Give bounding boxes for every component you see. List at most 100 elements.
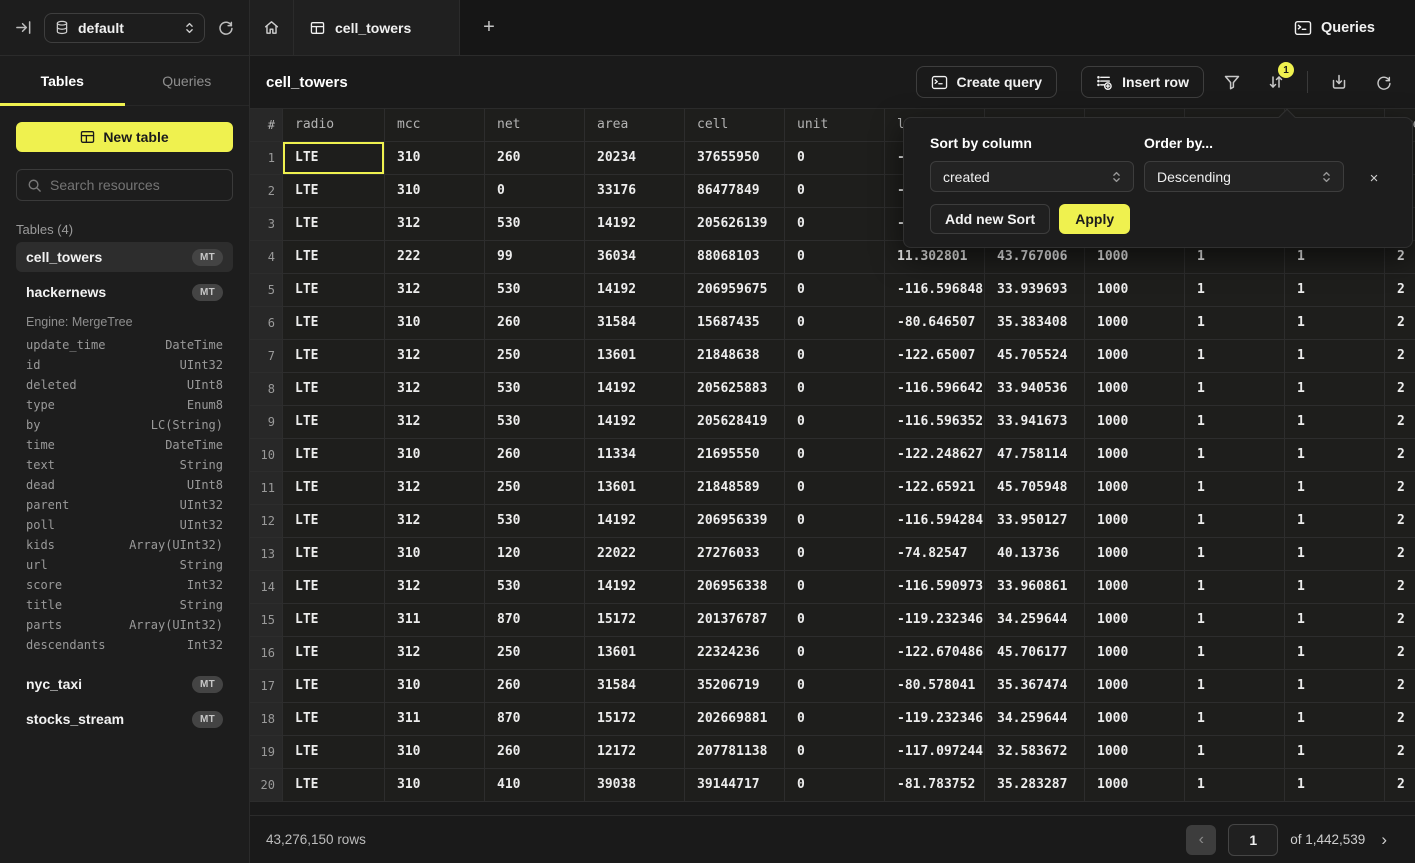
cell[interactable]: 35.367474 [985,670,1085,703]
cell[interactable]: 201376787 [685,604,785,637]
cell[interactable]: 0 [785,703,885,736]
cell[interactable]: LTE [283,175,385,208]
cell[interactable]: 530 [485,208,585,241]
cell[interactable]: 34.259644 [985,604,1085,637]
cell[interactable]: 2 [1385,373,1415,406]
cell[interactable]: 1000 [1085,637,1185,670]
cell[interactable]: 1000 [1085,274,1185,307]
cell[interactable]: 88068103 [685,241,785,274]
cell[interactable]: 33176 [585,175,685,208]
cell[interactable]: 39038 [585,769,685,802]
cell[interactable]: 1 [1285,340,1385,373]
cell[interactable]: 31584 [585,670,685,703]
cell[interactable]: 2 [1385,307,1415,340]
cell[interactable]: 1000 [1085,703,1185,736]
cell[interactable]: 1000 [1085,736,1185,769]
cell[interactable]: 1 [1285,406,1385,439]
cell[interactable]: 410 [485,769,585,802]
cell[interactable]: 45.706177 [985,637,1085,670]
cell[interactable]: 34.259644 [985,703,1085,736]
cell[interactable]: -122.670486 [885,637,985,670]
cell[interactable]: -116.590973 [885,571,985,604]
home-button[interactable] [250,0,294,55]
cell[interactable]: LTE [283,670,385,703]
cell[interactable]: 15687435 [685,307,785,340]
cell[interactable]: 312 [385,274,485,307]
cell[interactable]: LTE [283,769,385,802]
tab-tables[interactable]: Tables [0,56,125,106]
cell[interactable]: 310 [385,142,485,175]
cell[interactable]: 0 [785,307,885,340]
filter-button[interactable] [1216,66,1248,98]
cell[interactable]: 206956338 [685,571,785,604]
cell[interactable]: 1 [1285,703,1385,736]
cell[interactable]: 2 [1385,670,1415,703]
cell[interactable]: 312 [385,340,485,373]
cell[interactable]: 2 [1385,769,1415,802]
cell[interactable]: 1 [1185,769,1285,802]
cell[interactable]: 15172 [585,703,685,736]
refresh-connection-icon[interactable] [217,19,234,36]
cell[interactable]: 1 [1285,472,1385,505]
cell[interactable]: 1 [1185,670,1285,703]
cell[interactable]: 37655950 [685,142,785,175]
cell[interactable]: LTE [283,736,385,769]
cell[interactable]: 530 [485,505,585,538]
cell[interactable]: 47.758114 [985,439,1085,472]
cell[interactable]: 1 [1285,769,1385,802]
cell[interactable]: 0 [785,505,885,538]
cell[interactable]: 21848638 [685,340,785,373]
cell[interactable]: 1 [1285,373,1385,406]
cell[interactable]: LTE [283,604,385,637]
cell[interactable]: 45.705948 [985,472,1085,505]
cell[interactable]: -119.232346 [885,604,985,637]
cell[interactable]: LTE [283,571,385,604]
cell[interactable]: 39144717 [685,769,785,802]
cell[interactable]: 33.939693 [985,274,1085,307]
tab-cell-towers[interactable]: cell_towers [294,0,460,55]
cell[interactable]: 312 [385,208,485,241]
cell[interactable]: -116.596848 [885,274,985,307]
cell[interactable]: 207781138 [685,736,785,769]
cell[interactable]: LTE [283,703,385,736]
cell[interactable]: 310 [385,670,485,703]
column-header-net[interactable]: net [485,109,585,142]
cell[interactable]: 1 [1185,505,1285,538]
cell[interactable]: 250 [485,472,585,505]
cell[interactable]: 1 [1285,736,1385,769]
cell[interactable]: 1000 [1085,340,1185,373]
cell[interactable]: 530 [485,571,585,604]
cell[interactable]: LTE [283,373,385,406]
prev-page-button[interactable]: ‹ [1186,824,1217,855]
cell[interactable]: 312 [385,505,485,538]
column-header-area[interactable]: area [585,109,685,142]
cell[interactable]: 312 [385,637,485,670]
cell[interactable]: 2 [1385,340,1415,373]
remove-sort-button[interactable]: × [1369,169,1379,187]
cell[interactable]: 530 [485,274,585,307]
queries-link[interactable]: Queries [1294,20,1375,36]
cell[interactable]: 312 [385,571,485,604]
column-header-unit[interactable]: unit [785,109,885,142]
cell[interactable]: -122.65921 [885,472,985,505]
sort-button[interactable]: 1 [1260,62,1294,98]
cell[interactable]: 530 [485,406,585,439]
cell[interactable]: 1 [1285,571,1385,604]
cell[interactable]: 0 [785,736,885,769]
cell[interactable]: 1000 [1085,439,1185,472]
cell[interactable]: LTE [283,472,385,505]
database-selector[interactable]: default [44,12,205,43]
cell[interactable]: 1000 [1085,604,1185,637]
cell[interactable]: 0 [785,637,885,670]
cell[interactable]: 0 [785,472,885,505]
cell[interactable]: 14192 [585,373,685,406]
cell[interactable]: 1000 [1085,472,1185,505]
cell[interactable]: 0 [785,538,885,571]
cell[interactable]: 120 [485,538,585,571]
cell[interactable]: 0 [785,208,885,241]
cell[interactable]: -119.232346 [885,703,985,736]
cell[interactable]: 260 [485,670,585,703]
cell[interactable]: 310 [385,769,485,802]
cell[interactable]: 222 [385,241,485,274]
cell[interactable]: 40.13736 [985,538,1085,571]
